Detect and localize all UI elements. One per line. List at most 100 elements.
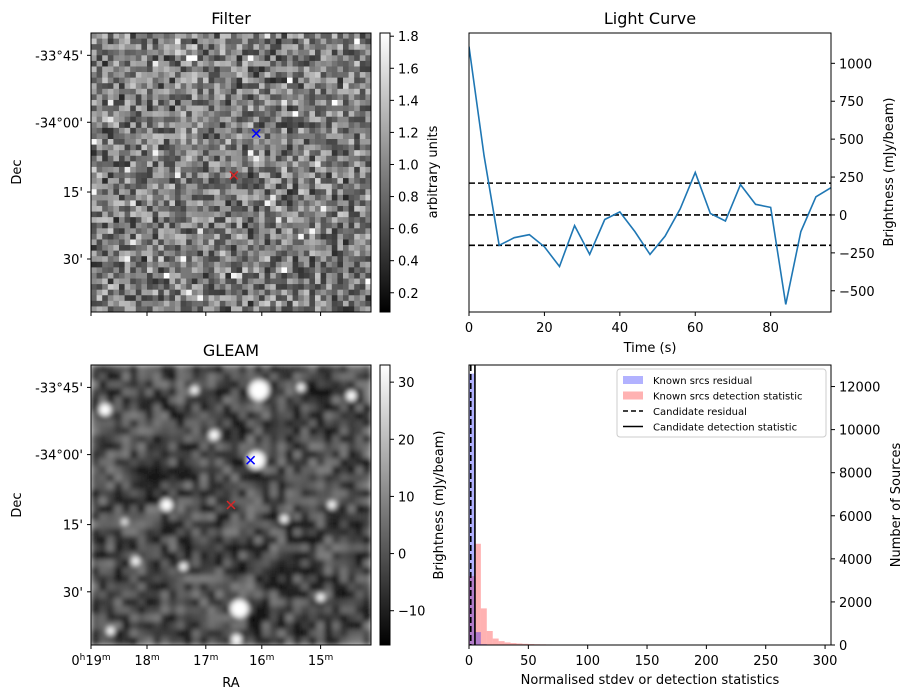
filter-pixel <box>247 55 254 62</box>
gleam-pixel <box>215 575 224 584</box>
gleam-pixel <box>277 621 286 630</box>
filter-pixel <box>91 222 97 229</box>
filter-pixel <box>231 105 237 112</box>
gleam-pixel <box>223 559 232 568</box>
filter-pixel <box>343 278 349 285</box>
filter-pixel <box>158 49 165 56</box>
filter-pixel <box>343 211 349 218</box>
gleam-pixel <box>114 497 123 506</box>
filter-pixel <box>96 161 103 168</box>
filter-pixel <box>359 105 366 112</box>
filter-pixel <box>231 99 237 106</box>
filter-pixel <box>141 55 148 62</box>
filter-pixel <box>124 150 131 157</box>
filter-pixel <box>135 172 142 179</box>
filter-pixel <box>337 99 344 106</box>
filter-pixel <box>141 250 148 257</box>
filter-pixel <box>343 295 349 302</box>
gleam-pixel <box>176 551 185 560</box>
filter-pixel <box>197 289 204 296</box>
filter-pixel <box>270 72 277 79</box>
gleam-pixel <box>332 543 341 553</box>
x-tick-label: 17m <box>193 653 218 669</box>
filter-pixel <box>141 239 148 246</box>
filter-pixel <box>354 194 361 201</box>
filter-pixel <box>292 172 299 179</box>
filter-pixel <box>135 66 142 73</box>
filter-pixel <box>180 72 187 79</box>
gleam-pixel <box>254 512 263 522</box>
filter-pixel <box>348 189 355 196</box>
filter-pixel <box>303 72 310 79</box>
gleam-pixel <box>91 629 100 638</box>
filter-pixel <box>124 172 131 179</box>
gleam-pixel <box>168 388 178 397</box>
filter-pixel <box>315 211 321 218</box>
filter-pixel <box>214 166 221 173</box>
gleam-pixel <box>223 567 232 576</box>
filter-pixel <box>141 211 148 218</box>
histogram-bar <box>522 643 529 645</box>
gleam-pixel <box>347 442 356 452</box>
filter-pixel <box>225 49 232 56</box>
filter-pixel <box>275 300 282 307</box>
gleam-pixel <box>301 536 310 545</box>
filter-pixel <box>169 183 176 190</box>
filter-pixel <box>91 295 97 302</box>
gleam-pixel <box>184 435 193 444</box>
filter-pixel <box>298 166 305 173</box>
filter-pixel <box>203 99 209 106</box>
filter-pixel <box>354 306 361 312</box>
filter-pixel <box>309 217 316 224</box>
filter-pixel <box>141 256 148 263</box>
x-tick-label: 80 <box>762 321 779 336</box>
filter-pixel <box>309 284 316 291</box>
filter-pixel <box>130 155 137 162</box>
filter-pixel <box>203 88 209 95</box>
filter-pixel <box>292 183 299 190</box>
gleam-pixel <box>91 403 100 413</box>
filter-pixel <box>141 306 148 312</box>
filter-pixel <box>331 127 338 134</box>
filter-pixel <box>359 122 366 129</box>
filter-pixel <box>158 88 165 95</box>
filter-pixel <box>264 161 271 168</box>
filter-pixel <box>197 161 204 168</box>
filter-pixel <box>124 289 131 296</box>
filter-pixel <box>130 306 137 312</box>
filter-pixel <box>158 155 165 162</box>
gleam-pixel <box>324 621 333 630</box>
filter-pixel <box>180 278 187 285</box>
gleam-pixel <box>215 458 224 467</box>
filter-pixel <box>270 256 277 263</box>
gleam-pixel <box>246 403 255 413</box>
gleam-pixel <box>215 403 224 413</box>
filter-pixel <box>208 261 215 268</box>
filter-pixel <box>180 272 187 279</box>
gleam-pixel <box>215 505 224 514</box>
filter-pixel <box>180 228 187 235</box>
filter-pixel <box>180 239 187 246</box>
filter-pixel <box>203 60 209 67</box>
filter-pixel <box>225 88 232 95</box>
filter-pixel <box>191 139 198 145</box>
filter-pixel <box>287 272 293 279</box>
filter-pixel <box>130 72 137 79</box>
filter-pixel <box>309 127 316 134</box>
gleam-pixel <box>168 567 178 576</box>
filter-pixel <box>124 144 131 151</box>
filter-pixel <box>264 139 271 145</box>
gleam-pixel <box>184 551 193 560</box>
filter-pixel <box>242 194 249 201</box>
gleam-pixel <box>137 442 146 452</box>
filter-pixel <box>236 250 243 257</box>
filter-pixel <box>203 300 209 307</box>
filter-pixel <box>141 166 148 173</box>
gleam-pixel <box>332 411 341 420</box>
filter-pixel <box>320 38 327 45</box>
filter-pixel <box>152 49 159 56</box>
filter-pixel <box>96 306 103 312</box>
filter-pixel <box>214 94 221 101</box>
gleam-pixel <box>316 450 325 459</box>
gleam-pixel <box>339 536 349 545</box>
